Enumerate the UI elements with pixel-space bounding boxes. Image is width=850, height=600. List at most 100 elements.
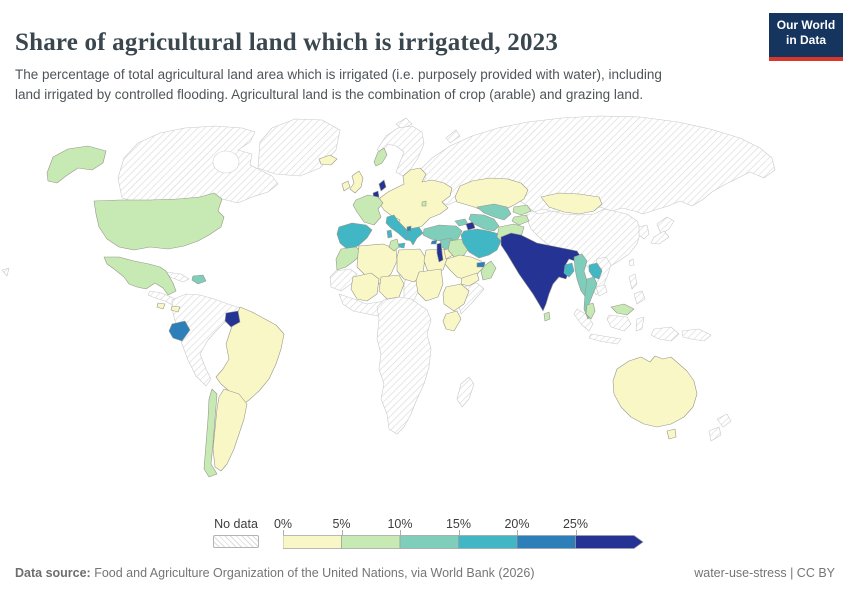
country-chile[interactable] (203, 388, 218, 478)
country-kazakhstan[interactable] (454, 177, 529, 212)
legend-tickmark (517, 530, 518, 535)
country-turkmenistan[interactable] (468, 213, 500, 232)
country-canada[interactable] (117, 125, 279, 210)
country-philippines[interactable] (633, 290, 646, 305)
world-choropleth-map (0, 112, 850, 510)
country-denmark[interactable] (378, 179, 387, 192)
country-uzbekistan[interactable] (476, 203, 512, 221)
attribution-text: water-use-stress | CC BY (694, 566, 835, 580)
country-pacific-islet[interactable] (1, 267, 10, 277)
country-france[interactable] (352, 194, 384, 226)
country-greece[interactable] (405, 226, 424, 246)
legend-segment-20-25[interactable] (516, 535, 576, 549)
no-data-swatch[interactable] (213, 535, 259, 548)
country-turkey[interactable] (422, 224, 463, 243)
country-niger[interactable] (378, 274, 405, 300)
country-kenya[interactable] (442, 310, 462, 332)
legend-tickmark (283, 530, 284, 535)
country-mexico[interactable] (103, 256, 177, 296)
country-costa-rica[interactable] (156, 302, 166, 310)
country-cambodia[interactable] (595, 284, 608, 297)
legend-tick-25: 25% (562, 517, 589, 531)
country-kyrgyzstan[interactable] (512, 204, 532, 216)
legend-segment-0-5[interactable] (283, 535, 342, 549)
country-greenland[interactable] (257, 118, 341, 177)
country-libya[interactable] (396, 248, 426, 283)
country-tajikistan[interactable] (511, 214, 530, 226)
country-philippines[interactable] (628, 273, 638, 290)
logo-line-1: Our World (776, 18, 836, 32)
country-united-arab-emirates[interactable] (476, 261, 486, 268)
country-ireland[interactable] (341, 180, 351, 192)
country-azerbaijan[interactable] (465, 221, 476, 231)
country-tunisia[interactable] (388, 238, 400, 252)
country-indonesia[interactable] (588, 333, 622, 345)
country-israel-lebanon[interactable] (436, 242, 444, 263)
country-spain-portugal[interactable] (336, 222, 373, 250)
country-ethiopia[interactable] (442, 283, 470, 312)
world-map-svg (1, 115, 776, 478)
country-australia[interactable] (612, 355, 698, 428)
subtitle-line-2: land irrigated by controlled flooding. A… (15, 86, 644, 102)
legend-segment-25-plus[interactable] (575, 535, 644, 549)
country-sri-lanka[interactable] (543, 311, 551, 322)
country-mali[interactable] (350, 272, 380, 302)
country-argentina[interactable] (212, 388, 248, 472)
country-taiwan[interactable] (628, 258, 635, 267)
country-indonesia[interactable] (606, 314, 632, 332)
country-malaysia-borneo[interactable] (610, 303, 635, 316)
country-japan[interactable] (656, 216, 675, 235)
country-central-southern-africa[interactable] (376, 296, 432, 435)
country-panama[interactable] (170, 305, 181, 313)
country-united-kingdom[interactable] (349, 170, 364, 194)
country-svalbard[interactable] (395, 117, 413, 130)
country-bangladesh[interactable] (563, 262, 575, 278)
country-moldova[interactable] (421, 200, 427, 207)
country-japan[interactable] (650, 230, 670, 245)
country-alaska[interactable] (46, 145, 107, 184)
country-indonesia[interactable] (650, 326, 680, 342)
country-dominican-republic[interactable] (191, 274, 207, 285)
legend-tickmark (400, 530, 401, 535)
page-subtitle: The percentage of total agricultural lan… (15, 65, 662, 105)
legend-tick-5: 5% (332, 517, 351, 531)
page-title: Share of agricultural land which is irri… (15, 28, 559, 56)
country-iran[interactable] (460, 228, 502, 259)
country-ecuador[interactable] (168, 320, 191, 342)
country-madagascar[interactable] (456, 376, 475, 408)
country-new-zealand[interactable] (708, 426, 722, 442)
country-norway[interactable] (373, 147, 388, 167)
country-sudan[interactable] (415, 268, 444, 302)
country-papua-new-guinea[interactable] (681, 328, 712, 342)
legend-segment-5-10[interactable] (341, 535, 401, 549)
country-sardinia[interactable] (386, 229, 393, 239)
hudson-bay (212, 150, 240, 174)
country-indonesia[interactable] (635, 316, 645, 332)
country-albania[interactable] (406, 225, 412, 232)
owid-logo[interactable]: Our World in Data (769, 13, 843, 61)
country-mongolia[interactable] (540, 192, 603, 215)
country-korea[interactable] (638, 224, 650, 240)
country-new-zealand[interactable] (716, 413, 732, 428)
legend-tick-10: 10% (387, 517, 413, 531)
country-novaya-zemlya[interactable] (445, 129, 461, 144)
data-source: Data source: Food and Agriculture Organi… (15, 566, 535, 580)
country-egypt[interactable] (423, 248, 448, 273)
country-malaysia-peninsula[interactable] (585, 302, 596, 320)
country-oman[interactable] (480, 260, 497, 281)
legend-segment-15-20[interactable] (458, 535, 518, 549)
country-laos[interactable] (588, 262, 603, 280)
country-central-europe[interactable] (379, 167, 453, 233)
legend-segment-10-15[interactable] (399, 535, 459, 549)
country-iceland[interactable] (318, 154, 338, 166)
legend-tickmark (458, 530, 460, 535)
country-suriname[interactable] (224, 310, 241, 328)
data-source-label: Data source: (15, 566, 91, 580)
country-yemen[interactable] (460, 272, 480, 287)
country-tasmania[interactable] (666, 428, 677, 440)
country-united-states[interactable] (93, 192, 225, 251)
country-cyprus[interactable] (430, 239, 438, 245)
country-western-sahara-mauritania[interactable] (329, 268, 358, 292)
country-morocco[interactable] (335, 246, 364, 271)
